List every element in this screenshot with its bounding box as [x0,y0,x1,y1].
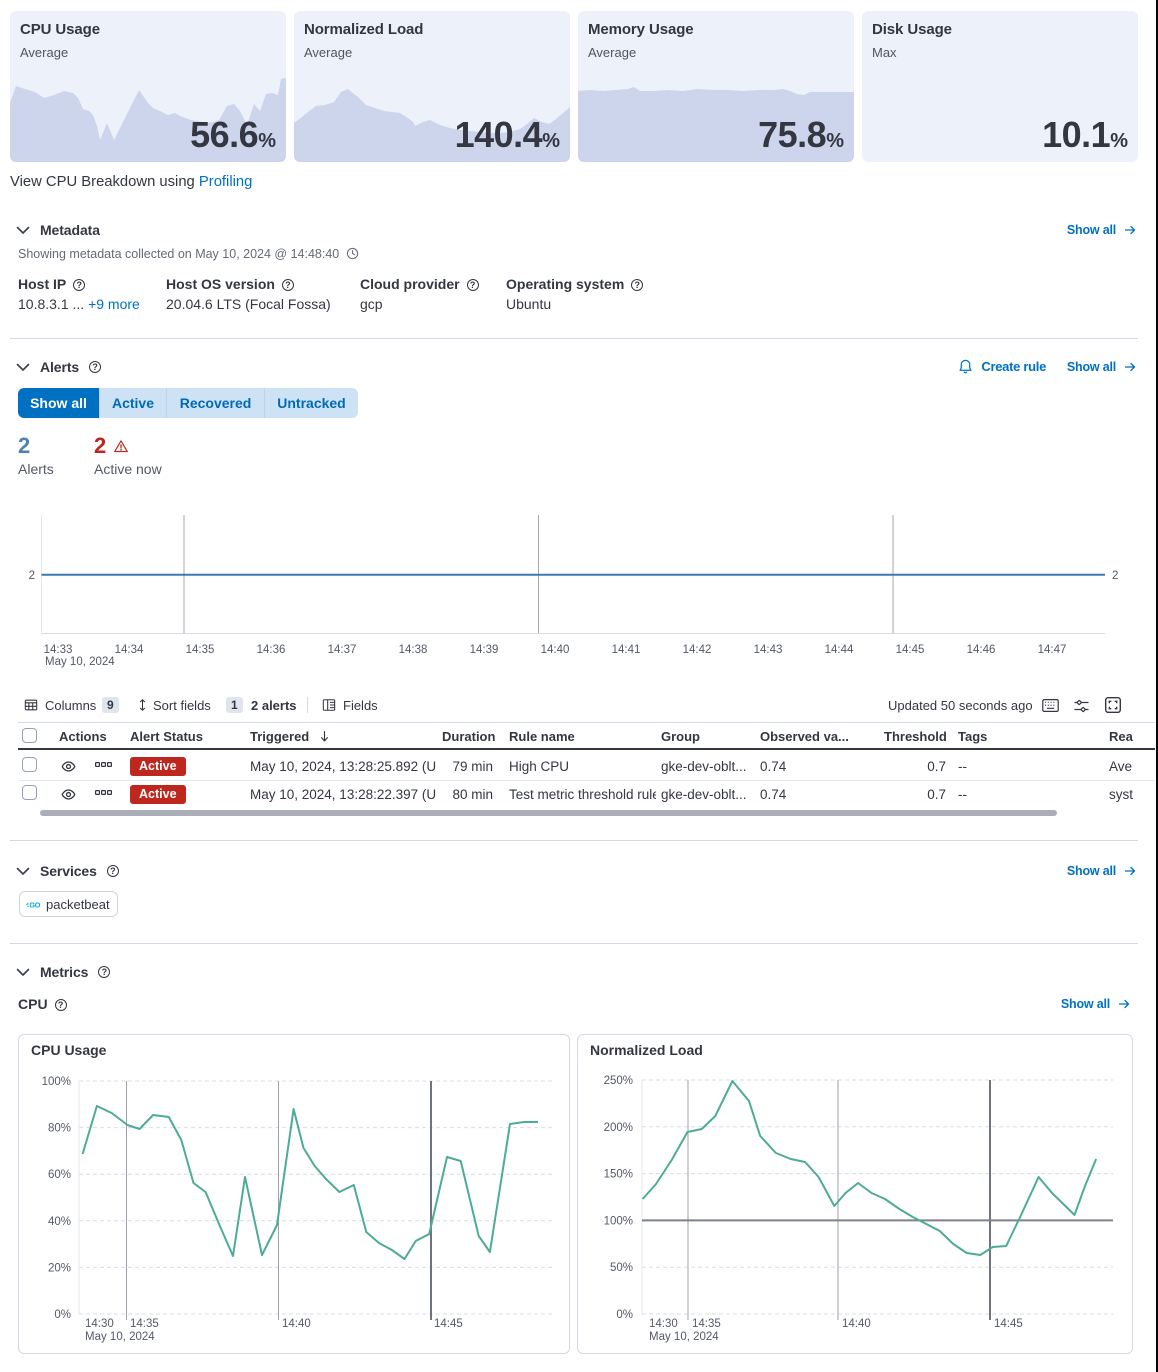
svg-text:14:40: 14:40 [842,1318,871,1330]
svg-text:14:36: 14:36 [257,644,286,656]
svg-text:100%: 100% [42,1076,71,1088]
svg-text:14:35: 14:35 [130,1318,159,1330]
svg-text:14:45: 14:45 [896,644,925,656]
svg-text:May 10, 2024: May 10, 2024 [45,656,115,668]
svg-text:14:47: 14:47 [1038,644,1067,656]
svg-text:14:35: 14:35 [692,1318,721,1330]
svg-text:40%: 40% [48,1216,71,1228]
svg-text:14:37: 14:37 [328,644,357,656]
svg-text:14:45: 14:45 [994,1318,1023,1330]
svg-text:14:45: 14:45 [434,1318,463,1330]
svg-text:20%: 20% [48,1262,71,1274]
svg-text:14:41: 14:41 [612,644,641,656]
svg-text:14:40: 14:40 [282,1318,311,1330]
svg-text:0%: 0% [616,1309,633,1321]
svg-text:14:35: 14:35 [186,644,215,656]
svg-text:14:42: 14:42 [683,644,712,656]
svg-text:0%: 0% [54,1309,71,1321]
svg-text:14:44: 14:44 [825,644,854,656]
svg-text:2: 2 [29,570,35,582]
svg-text:2: 2 [1112,570,1118,582]
svg-text:14:30: 14:30 [85,1318,114,1330]
svg-text:14:38: 14:38 [399,644,428,656]
svg-text:14:40: 14:40 [541,644,570,656]
svg-text:14:34: 14:34 [115,644,144,656]
svg-text:May 10, 2024: May 10, 2024 [649,1331,719,1343]
svg-text:14:39: 14:39 [470,644,499,656]
svg-text:14:30: 14:30 [649,1318,678,1330]
svg-text:May 10, 2024: May 10, 2024 [85,1331,155,1343]
svg-text:80%: 80% [48,1123,71,1135]
svg-text:150%: 150% [604,1169,633,1181]
svg-text:100%: 100% [604,1215,633,1227]
svg-text:14:43: 14:43 [754,644,783,656]
svg-text:GO: GO [29,900,40,909]
svg-text:60%: 60% [48,1169,71,1181]
svg-text:200%: 200% [604,1122,633,1134]
svg-text:14:46: 14:46 [967,644,996,656]
svg-text:250%: 250% [604,1075,633,1087]
svg-text:14:33: 14:33 [44,644,73,656]
svg-text:50%: 50% [610,1262,633,1274]
